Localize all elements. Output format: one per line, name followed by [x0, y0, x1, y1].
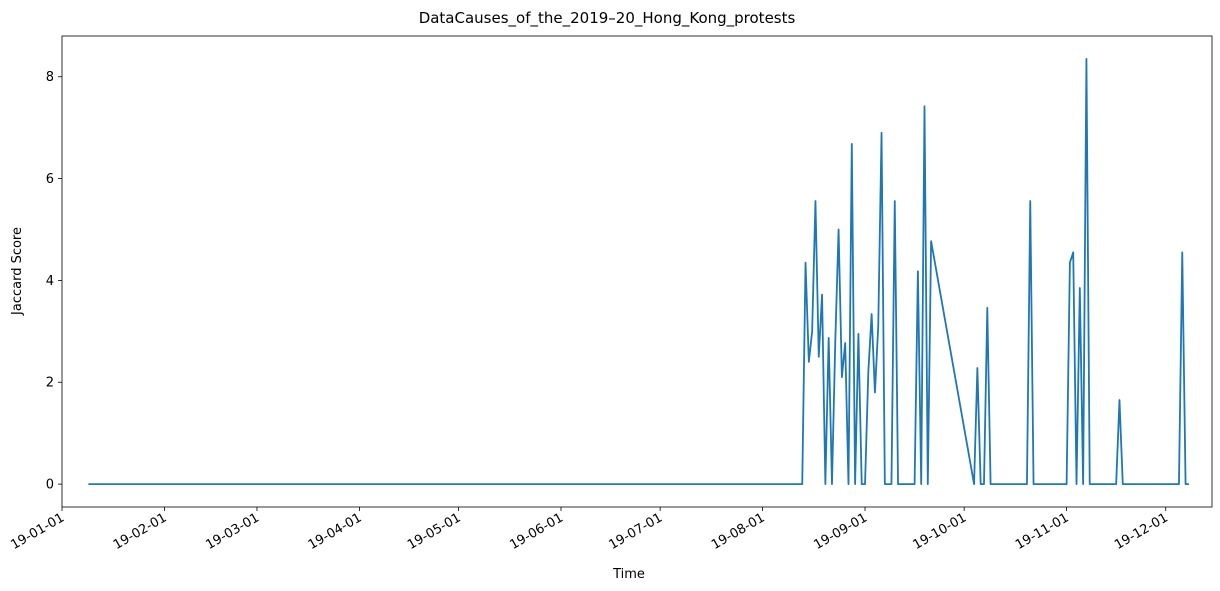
- y-tick-label: 0: [46, 478, 54, 493]
- x-axis: 19-01-01 19-02-01 19-03-01 19-04-01 19-05-01…: [8, 507, 1171, 553]
- x-tick-label: 19-09-01: [811, 510, 870, 552]
- x-tick-label: 19-01-01: [8, 510, 67, 552]
- y-tick-label: 4: [46, 274, 54, 289]
- y-axis: 0 2 4 6 8: [46, 70, 62, 493]
- x-tick-label: 19-06-01: [507, 510, 566, 552]
- chart-title: DataCauses_of_the_2019–20_Hong_Kong_prot…: [419, 9, 796, 28]
- plot-area: [61, 35, 1213, 508]
- y-tick-label: 6: [46, 172, 54, 187]
- y-tick-label: 2: [46, 376, 54, 391]
- x-tick-label: 19-11-01: [1013, 510, 1072, 552]
- y-tick-label: 8: [46, 70, 54, 85]
- x-axis-label: Time: [612, 567, 645, 582]
- x-tick-label: 19-04-01: [306, 510, 365, 552]
- x-tick-label: 19-12-01: [1112, 510, 1171, 552]
- series-layer: [88, 58, 1189, 485]
- x-tick-label: 19-10-01: [911, 510, 970, 552]
- x-tick-label: 19-07-01: [607, 510, 666, 552]
- y-axis-label: Jaccard Score: [10, 227, 25, 316]
- x-tick-label: 19-05-01: [405, 510, 464, 552]
- x-tick-label: 19-03-01: [203, 510, 262, 552]
- series-line-0: [88, 58, 1189, 485]
- x-tick-label: 19-08-01: [709, 510, 768, 552]
- x-tick-label: 19-02-01: [111, 510, 170, 552]
